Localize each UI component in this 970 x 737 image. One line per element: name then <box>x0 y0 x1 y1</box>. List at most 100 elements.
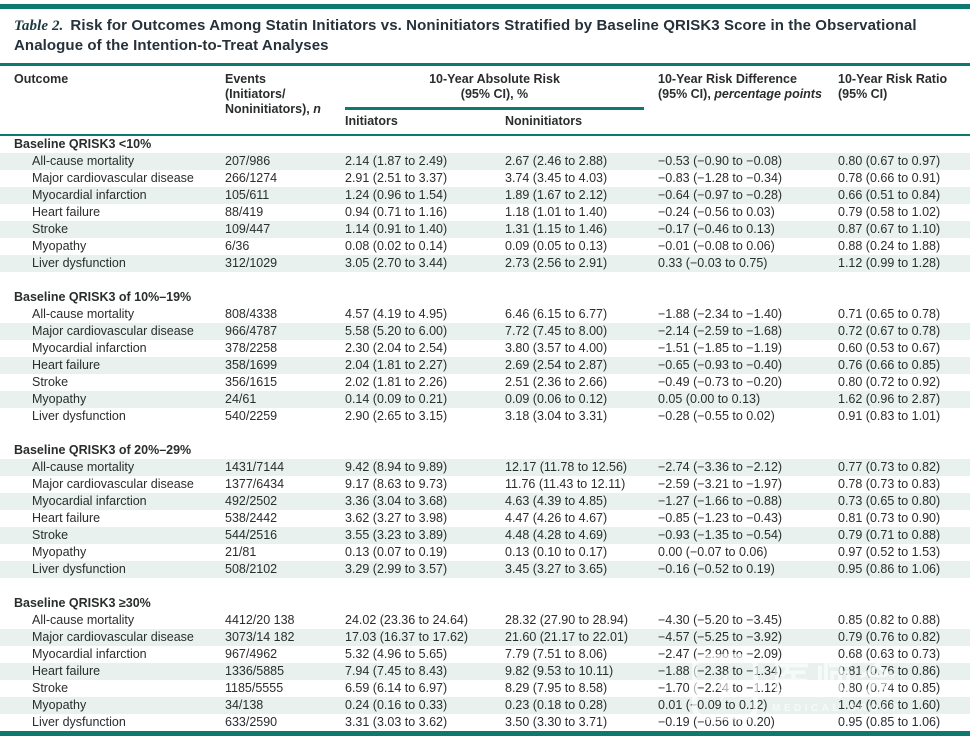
risk-difference-cell: −0.17 (−0.46 to 0.13) <box>658 222 775 236</box>
outcome-cell: Heart failure <box>32 664 101 678</box>
events-header-line1: Events <box>225 72 266 86</box>
table-row: Heart failure 1336/5885 7.94 (7.45 to 8.43… <box>0 663 970 680</box>
noninitiators-risk-cell: 2.67 (2.46 to 2.88) <box>505 154 608 168</box>
outcome-cell: Stroke <box>32 528 69 542</box>
noninitiators-risk-cell: 21.60 (21.17 to 22.01) <box>505 630 629 644</box>
outcome-cell: All-cause mortality <box>32 154 135 168</box>
initiators-risk-cell: 3.55 (3.23 to 3.89) <box>345 528 448 542</box>
initiators-risk-cell: 0.08 (0.02 to 0.14) <box>345 239 448 253</box>
risk-difference-cell: 0.01 (−0.09 to 0.12) <box>658 698 768 712</box>
table-row: All-cause mortality 1431/7144 9.42 (8.94 t… <box>0 459 970 476</box>
table-row: Myopathy 21/81 0.13 (0.07 to 0.19) 0.13 (0.… <box>0 544 970 561</box>
events-cell: 1185/5555 <box>225 681 284 695</box>
top-border-rule <box>0 4 970 9</box>
risk-difference-cell: −4.30 (−5.20 to −3.45) <box>658 613 783 627</box>
risk-ratio-cell: 0.80 (0.72 to 0.92) <box>838 375 941 389</box>
risk-difference-cell: −0.83 (−1.28 to −0.34) <box>658 171 783 185</box>
risk-difference-cell: −0.16 (−0.52 to 0.19) <box>658 562 775 576</box>
table-title: Table 2. Risk for Outcomes Among Statin I… <box>0 9 970 63</box>
outcome-cell: Major cardiovascular disease <box>32 171 194 185</box>
initiators-risk-cell: 3.05 (2.70 to 3.44) <box>345 256 448 270</box>
initiators-risk-cell: 4.57 (4.19 to 4.95) <box>345 307 448 321</box>
initiators-risk-cell: 7.94 (7.45 to 8.43) <box>345 664 448 678</box>
risk-difference-cell: −0.53 (−0.90 to −0.08) <box>658 154 783 168</box>
initiators-risk-cell: 6.59 (6.14 to 6.97) <box>345 681 448 695</box>
events-cell: 966/4787 <box>225 324 278 338</box>
outcome-cell: Myocardial infarction <box>32 647 147 661</box>
table-number-label: Table 2. <box>14 18 64 34</box>
initiators-risk-cell: 5.58 (5.20 to 6.00) <box>345 324 448 338</box>
initiators-risk-cell: 2.30 (2.04 to 2.54) <box>345 341 448 355</box>
events-cell: 1336/5885 <box>225 664 285 678</box>
table-row: Myocardial infarction 105/611 1.24 (0.96 t… <box>0 187 970 204</box>
absolute-risk-group-rule <box>345 107 644 110</box>
table-row: Liver dysfunction 540/2259 2.90 (2.65 to 3… <box>0 408 970 425</box>
noninitiators-risk-cell: 4.48 (4.28 to 4.69) <box>505 528 608 542</box>
events-header-line3: Noninitiators), n <box>225 102 321 116</box>
outcome-cell: All-cause mortality <box>32 307 135 321</box>
risk-difference-cell: −4.57 (−5.25 to −3.92) <box>658 630 783 644</box>
outcome-cell: Major cardiovascular disease <box>32 477 194 491</box>
table-row: Myopathy 34/138 0.24 (0.16 to 0.33) 0.23 (0… <box>0 697 970 714</box>
noninitiators-risk-cell: 9.82 (9.53 to 10.11) <box>505 664 614 678</box>
noninitiators-risk-cell: 28.32 (27.90 to 28.94) <box>505 613 629 627</box>
events-cell: 266/1274 <box>225 171 278 185</box>
risk-difference-cell: 0.00 (−0.07 to 0.06) <box>658 545 768 559</box>
risk-ratio-cell: 0.77 (0.73 to 0.82) <box>838 460 941 474</box>
table-title-text-line2: Analogue of the Intention-to-Treat Analy… <box>14 37 329 54</box>
risk-difference-cell: −2.14 (−2.59 to −1.68) <box>658 324 783 338</box>
risk-difference-cell: −0.65 (−0.93 to −0.40) <box>658 358 783 372</box>
table-row: Major cardiovascular disease 3073/14 182 1… <box>0 629 970 646</box>
risk-ratio-cell: 0.79 (0.58 to 1.02) <box>838 205 941 219</box>
risk-difference-cell: −2.74 (−3.36 to −2.12) <box>658 460 783 474</box>
initiators-risk-cell: 0.94 (0.71 to 1.16) <box>345 205 448 219</box>
events-cell: 105/611 <box>225 188 270 202</box>
initiators-risk-cell: 1.24 (0.96 to 1.54) <box>345 188 448 202</box>
initiators-risk-cell: 5.32 (4.96 to 5.65) <box>345 647 448 661</box>
noninitiators-risk-cell: 3.80 (3.57 to 4.00) <box>505 341 608 355</box>
column-header-events: Events (Initiators/ Noninitiators), n <box>225 72 345 129</box>
outcome-cell: Myopathy <box>32 239 87 253</box>
table-row: Myopathy 24/61 0.14 (0.09 to 0.21) 0.09 (0.… <box>0 391 970 408</box>
noninitiators-risk-cell: 1.31 (1.15 to 1.46) <box>505 222 608 236</box>
initiators-risk-cell: 3.36 (3.04 to 3.68) <box>345 494 448 508</box>
outcome-cell: Myopathy <box>32 698 87 712</box>
noninitiators-risk-cell: 0.23 (0.18 to 0.28) <box>505 698 608 712</box>
table-row: Heart failure 538/2442 3.62 (3.27 to 3.98)… <box>0 510 970 527</box>
initiators-risk-cell: 9.17 (8.63 to 9.73) <box>345 477 448 491</box>
outcome-cell: Stroke <box>32 681 69 695</box>
column-header-risk-difference: 10-Year Risk Difference (95% CI), percen… <box>658 72 822 101</box>
risk-ratio-cell: 0.80 (0.67 to 0.97) <box>838 154 941 168</box>
risk-ratio-cell: 0.79 (0.76 to 0.82) <box>838 630 941 644</box>
noninitiators-risk-cell: 6.46 (6.15 to 6.77) <box>505 307 608 321</box>
risk-difference-italic: percentage points <box>714 87 822 101</box>
events-cell: 109/447 <box>225 222 271 236</box>
subcolumn-header-initiators: Initiators <box>345 114 398 128</box>
risk-ratio-cell: 0.87 (0.67 to 1.10) <box>838 222 941 236</box>
risk-difference-cell: −0.64 (−0.97 to −0.28) <box>658 188 783 202</box>
noninitiators-risk-cell: 1.89 (1.67 to 2.12) <box>505 188 608 202</box>
initiators-risk-cell: 2.91 (2.51 to 3.37) <box>345 171 448 185</box>
risk-ratio-cell: 0.72 (0.67 to 0.78) <box>838 324 941 338</box>
table-row: Stroke 1185/5555 6.59 (6.14 to 6.97) 8.29 (… <box>0 680 970 697</box>
initiators-risk-cell: 0.13 (0.07 to 0.19) <box>345 545 448 559</box>
risk-difference-cell: −1.51 (−1.85 to −1.19) <box>658 341 783 355</box>
risk-difference-cell: −0.01 (−0.08 to 0.06) <box>658 239 775 253</box>
events-cell: 967/4962 <box>225 647 278 661</box>
risk-difference-cell: −0.93 (−1.35 to −0.54) <box>658 528 783 542</box>
outcome-cell: Myocardial infarction <box>32 494 147 508</box>
noninitiators-risk-cell: 3.74 (3.45 to 4.03) <box>505 171 608 185</box>
events-header-line2: (Initiators/ <box>225 87 286 101</box>
initiators-risk-cell: 2.02 (1.81 to 2.26) <box>345 375 448 389</box>
section-header-row: Baseline QRISK3 of 10%–19% <box>14 290 192 304</box>
events-cell: 633/2590 <box>225 715 278 729</box>
risk-ratio-cell: 0.88 (0.24 to 1.88) <box>838 239 941 253</box>
column-header-risk-ratio: 10-Year Risk Ratio (95% CI) <box>838 72 948 101</box>
outcome-cell: Stroke <box>32 222 69 236</box>
risk-ratio-cell: 1.12 (0.99 to 1.28) <box>838 256 941 270</box>
risk-difference-cell: −0.49 (−0.73 to −0.20) <box>658 375 783 389</box>
outcome-cell: All-cause mortality <box>32 460 135 474</box>
noninitiators-risk-cell: 3.50 (3.30 to 3.71) <box>505 715 608 729</box>
events-cell: 88/419 <box>225 205 264 219</box>
outcome-cell: Myopathy <box>32 392 87 406</box>
